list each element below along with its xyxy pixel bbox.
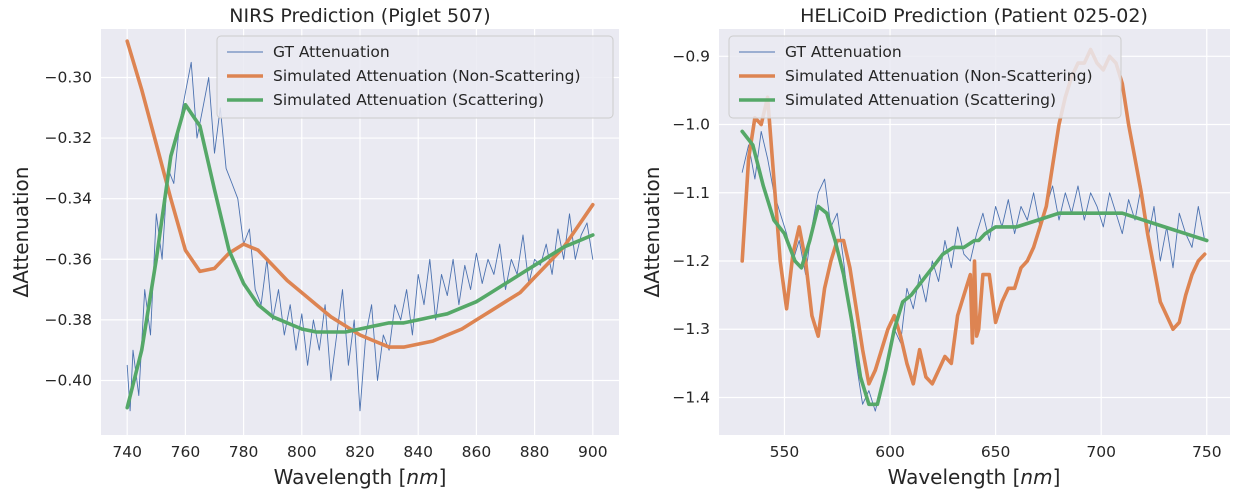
legend-box (728, 35, 1122, 119)
y-tick-label: −1.3 (672, 320, 710, 338)
series-line-simulated-attenuation-scattering (125, 102, 595, 410)
chart-helicoid: 550 600 650 700 750 −1.4 −1.3 −1.2 −1.1 −1.0 −0.9… (640, 5, 1230, 489)
x-tick-label: 880 (520, 443, 550, 461)
x-tick-label: 820 (345, 443, 375, 461)
series-lines (740, 47, 1209, 412)
series-line-simulated-attenuation-scattering (740, 129, 1209, 407)
y-tick-label: −0.9 (672, 47, 710, 65)
x-tick-label: 650 (981, 443, 1011, 461)
x-tick-label: 800 (287, 443, 317, 461)
legend-label: GT Attenuation (785, 43, 902, 61)
x-tick-label: 780 (229, 443, 259, 461)
legend-box (216, 35, 614, 119)
x-tick-label: 600 (875, 443, 905, 461)
legend-label: GT Attenuation (273, 43, 390, 61)
legend-label: Simulated Attenuation (Scattering) (785, 91, 1056, 109)
x-axis-label: Wavelength [nm] (888, 465, 1061, 489)
y-tick-label: −1.4 (672, 388, 710, 406)
x-tick-label: 550 (770, 443, 800, 461)
legend: GT Attenuation Simulated Attenuation (Non… (728, 35, 1122, 119)
y-axis-label: ΔAttenuation (9, 167, 33, 298)
y-tick-label: −0.40 (45, 371, 93, 389)
x-tick-label: 740 (112, 443, 142, 461)
y-tick-label: −0.34 (45, 190, 93, 208)
y-tick-label: −0.36 (45, 250, 93, 268)
y-tick-label: −0.32 (45, 129, 93, 147)
y-tick-label: −1.0 (672, 116, 710, 134)
legend-label: Simulated Attenuation (Non-Scattering) (273, 67, 581, 85)
y-tick-labels: −0.40 −0.38 −0.36 −0.34 −0.32 −0.30 (45, 68, 93, 389)
x-tick-labels: 740 760 780 800 820 840 860 880 900 (112, 443, 607, 461)
series-lines (125, 39, 595, 412)
x-axis-label: Wavelength [nm] (274, 465, 447, 489)
series-line-simulated-attenuation-non-scattering (740, 47, 1207, 386)
legend-label: Simulated Attenuation (Scattering) (273, 91, 544, 109)
x-tick-label: 900 (578, 443, 608, 461)
series-line-simulated-attenuation-non-scattering (125, 39, 595, 349)
chart-nirs: 740 760 780 800 820 840 860 880 900 −0.40−0.38−0… (9, 5, 619, 489)
x-tick-label: 840 (403, 443, 433, 461)
x-tick-label: 760 (171, 443, 201, 461)
y-tick-label: −1.1 (672, 184, 710, 202)
x-tick-label: 860 (462, 443, 492, 461)
y-tick-label: −0.30 (45, 68, 93, 86)
x-tick-labels: 550 600 650 700 750 (770, 443, 1222, 461)
y-tick-label: −0.38 (45, 311, 93, 329)
chart-title: HELiCoiD Prediction (Patient 025-02) (800, 5, 1148, 27)
x-tick-label: 700 (1086, 443, 1116, 461)
y-tick-labels: −1.4 −1.3 −1.2 −1.1 −1.0 −0.9 (672, 47, 710, 406)
series-line-gt-attenuation (741, 130, 1206, 412)
y-tick-label: −1.2 (672, 252, 710, 270)
legend-label: Simulated Attenuation (Non-Scattering) (785, 67, 1093, 85)
x-tick-label: 750 (1192, 443, 1222, 461)
legend: GT Attenuation Simulated Attenuation (Non… (216, 35, 614, 119)
chart-title: NIRS Prediction (Piglet 507) (229, 5, 490, 27)
y-axis-label: ΔAttenuation (640, 167, 664, 298)
